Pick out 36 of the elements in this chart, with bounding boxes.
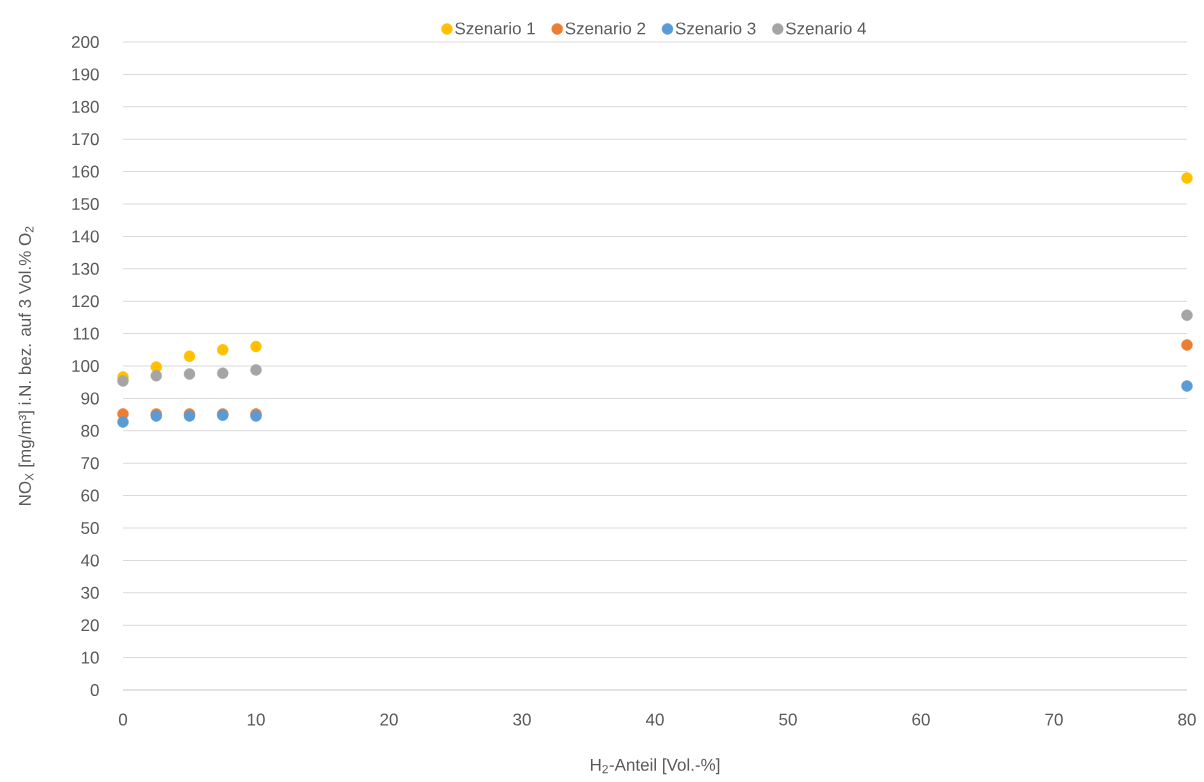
legend-label: Szenario 2 <box>565 21 646 35</box>
legend-label: Szenario 4 <box>786 21 867 35</box>
y-tick-label: 10 <box>81 651 99 664</box>
x-tick-label: 70 <box>1045 713 1063 726</box>
y-tick-label: 140 <box>72 230 99 243</box>
legend-label: Szenario 1 <box>455 21 535 35</box>
x-tick-label: 80 <box>1178 713 1196 726</box>
y-tick-label: 60 <box>81 489 99 502</box>
y-tick-label: 50 <box>81 521 99 535</box>
y-axis-title: NO$_{X}$ [mg/m³] i.N. bez. auf 3 Vol.% O$_{2}$ <box>18 226 35 505</box>
legend-label: Szenario 3 <box>675 21 756 35</box>
y-tick-label: 180 <box>72 100 99 113</box>
x-tick-label: 20 <box>380 713 398 726</box>
x-tick-label: 30 <box>513 713 531 726</box>
y-tick-label: 150 <box>72 197 99 211</box>
y-tick-label: 120 <box>72 295 99 308</box>
y-tick-label: 40 <box>80 554 99 567</box>
y-tick-label: 200 <box>71 35 99 49</box>
y-tick-label: 30 <box>81 586 99 599</box>
y-tick-label: 80 <box>81 424 99 437</box>
y-tick-label: 160 <box>72 165 99 178</box>
x-tick-label: 40 <box>645 713 664 726</box>
y-tick-label: 100 <box>72 359 99 373</box>
y-tick-label: 190 <box>72 68 99 81</box>
y-tick-label: 70 <box>81 457 99 470</box>
x-tick-label: 60 <box>912 713 930 726</box>
y-tick-label: 0 <box>90 683 99 697</box>
x-tick-label: 10 <box>247 713 265 726</box>
x-axis-title: H$_{2}$-Anteil [Vol.-%] <box>590 758 720 775</box>
x-tick-label: 50 <box>779 713 797 726</box>
y-tick-label: 130 <box>72 262 99 275</box>
x-tick-label: 0 <box>118 713 128 726</box>
y-tick-label: 110 <box>73 327 99 340</box>
y-tick-label: 170 <box>72 133 99 146</box>
y-tick-label: 20 <box>81 619 99 632</box>
y-tick-label: 90 <box>81 392 99 405</box>
